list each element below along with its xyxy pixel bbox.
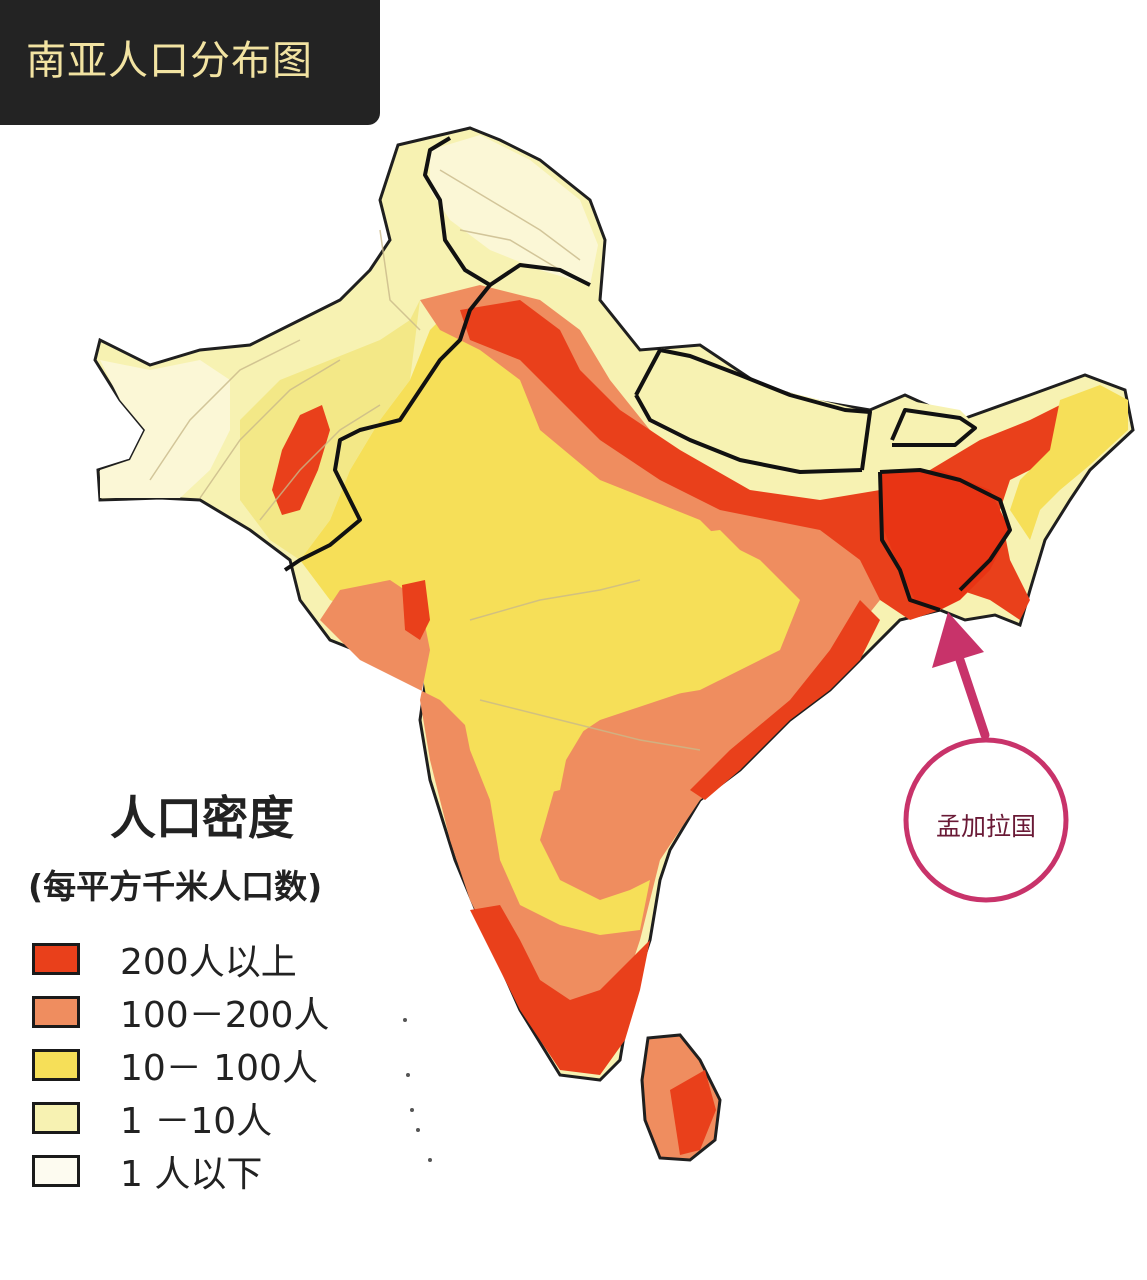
region-200-plus-gujarat — [402, 580, 430, 640]
legend-label: 1 －10人 — [120, 1101, 273, 1142]
legend-item-1-10: 1 －10人 — [32, 1098, 272, 1142]
legend-label: 100－200人 — [120, 995, 330, 1036]
decorative-dots — [403, 1018, 432, 1162]
legend-title: 人口密度 — [110, 791, 294, 845]
legend-label: 1 人以下 — [120, 1154, 263, 1195]
bangladesh-label: 孟加拉国 — [935, 812, 1036, 841]
legend-swatch — [32, 996, 80, 1028]
legend-swatch — [32, 1049, 80, 1081]
bangladesh-annotation — [903, 612, 1069, 903]
legend-item-200-plus: 200人以上 — [32, 939, 297, 983]
region-100-200 — [320, 285, 890, 1060]
annotation-arrow-head — [932, 612, 984, 668]
national-borders — [283, 136, 1012, 612]
legend-swatch — [32, 1102, 80, 1134]
legend-label: 10－ 100人 — [120, 1048, 318, 1089]
region-sparse-west — [100, 360, 230, 498]
region-sparse-north — [430, 135, 598, 285]
region-200-plus-east-coast — [690, 600, 880, 800]
contour-lines — [149, 169, 701, 751]
legend-swatch — [32, 943, 80, 975]
sri-lanka-dense — [670, 1070, 716, 1155]
title-banner: 南亚人口分布图 — [0, 0, 380, 125]
legend-swatch — [32, 1155, 80, 1187]
region-200-plus-coast — [470, 905, 650, 1075]
legend-item-below-1: 1 人以下 — [32, 1151, 262, 1195]
legend-subtitle: (每平方千米人口数) — [28, 867, 323, 906]
annotation-circle — [903, 737, 1069, 903]
legend-item-100-200: 100－200人 — [32, 992, 329, 1036]
map-title: 南亚人口分布图 — [26, 38, 313, 84]
region-10-100-inner — [460, 530, 790, 935]
legend-item-10-100: 10－ 100人 — [32, 1045, 318, 1089]
region-northeast-light — [1010, 385, 1128, 540]
annotation-arrow-shaft — [955, 655, 990, 740]
legend-label: 200人以上 — [120, 942, 297, 983]
